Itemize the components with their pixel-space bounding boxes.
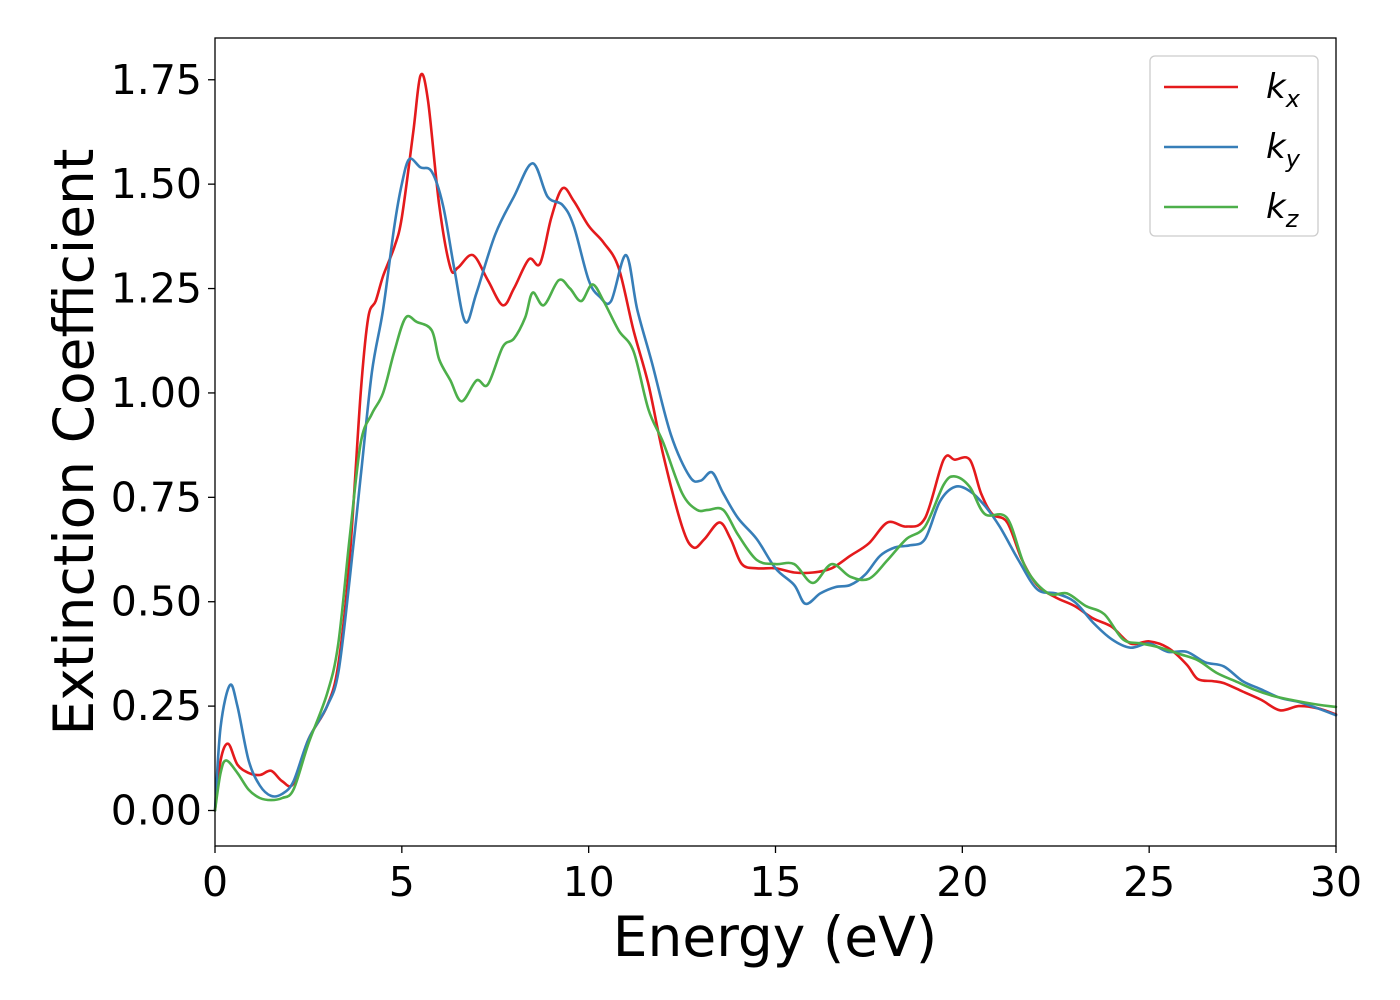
x-tick-label: 5 <box>389 858 415 906</box>
y-tick-label: 1.75 <box>111 56 202 104</box>
x-axis-ticks: 0 5 10 15 20 25 30 <box>202 846 1362 906</box>
x-tick-label: 30 <box>1310 858 1362 906</box>
y-axis-ticks: 0.00 0.25 0.50 0.75 1.00 1.25 1.50 1.75 <box>111 56 215 835</box>
x-tick-label: 0 <box>202 858 228 906</box>
series-line-k-x <box>213 72 1338 812</box>
y-axis-title: Extinction Coefficient <box>42 149 106 736</box>
y-tick-label: 1.50 <box>111 160 202 208</box>
y-tick-label: 0.75 <box>111 473 202 521</box>
x-tick-label: 15 <box>749 858 801 906</box>
legend: kx ky kz <box>1149 55 1319 237</box>
y-tick-label: 0.00 <box>111 787 202 835</box>
series-line-k-y <box>213 157 1338 812</box>
legend-label-k-y: ky <box>1266 127 1301 173</box>
x-axis-title: Energy (eV) <box>613 905 937 969</box>
y-tick-label: 0.50 <box>111 578 202 626</box>
y-tick-label: 0.25 <box>111 682 202 730</box>
legend-label-k-z: kz <box>1266 187 1300 233</box>
x-tick-label: 25 <box>1123 858 1175 906</box>
series-line-k-z <box>213 278 1338 812</box>
x-tick-label: 10 <box>563 858 615 906</box>
y-tick-label: 1.25 <box>111 265 202 313</box>
y-tick-label: 1.00 <box>111 369 202 417</box>
series-layer <box>213 72 1338 812</box>
x-tick-label: 20 <box>936 858 988 906</box>
legend-label-k-x: kx <box>1266 67 1301 113</box>
